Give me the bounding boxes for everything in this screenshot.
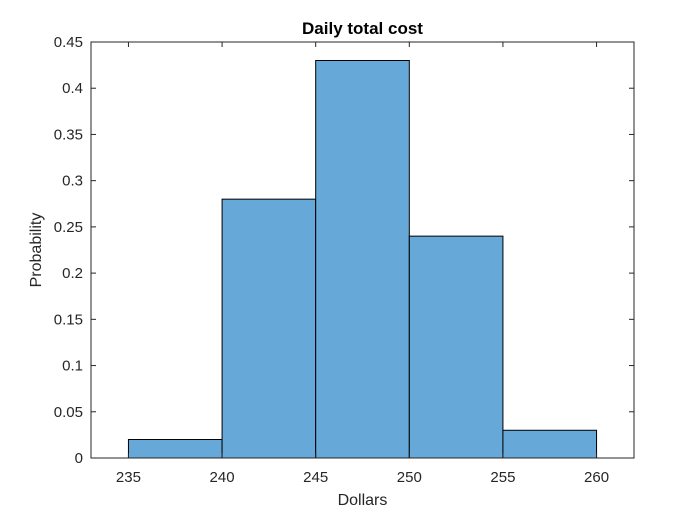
- y-tick-label: 0.15: [54, 311, 83, 328]
- y-tick-label: 0.05: [54, 404, 83, 421]
- axes-box: [90, 41, 635, 459]
- x-axis-label: Dollars: [338, 492, 388, 509]
- y-tick-label: 0.45: [54, 34, 83, 51]
- y-tick-label: 0.3: [62, 173, 83, 190]
- x-tick-label: 260: [584, 469, 609, 486]
- bars-layer: [127, 59, 598, 459]
- y-tick-label: 0.2: [62, 265, 83, 282]
- y-tick-label: 0.4: [62, 80, 83, 97]
- histogram-bar: [127, 439, 223, 459]
- y-tick-label: 0.25: [54, 219, 83, 236]
- x-tick-label: 245: [303, 469, 328, 486]
- axes-layer: 235 240 245 250 255 260 0 0.05 0.1 0.15 0.2 0.25 0.3…: [54, 34, 635, 486]
- chart-title: Daily total cost: [302, 19, 423, 38]
- histogram-bar: [408, 235, 504, 459]
- ticks-layer: 235 240 245 250 255 260 0 0.05 0.1 0.15 0.2 0.25 0.3…: [54, 34, 634, 486]
- y-tick-label: 0.1: [62, 358, 83, 375]
- histogram-bar: [315, 59, 410, 459]
- x-tick-label: 235: [116, 469, 141, 486]
- y-tick-label: 0.35: [54, 126, 83, 143]
- y-tick-label: 0: [75, 450, 83, 467]
- x-tick-label: 240: [210, 469, 235, 486]
- x-tick-label: 255: [490, 469, 515, 486]
- y-axis-label: Probability: [28, 213, 45, 288]
- histogram-bar: [221, 198, 317, 459]
- x-tick-label: 250: [397, 469, 422, 486]
- histogram-bar: [502, 429, 598, 459]
